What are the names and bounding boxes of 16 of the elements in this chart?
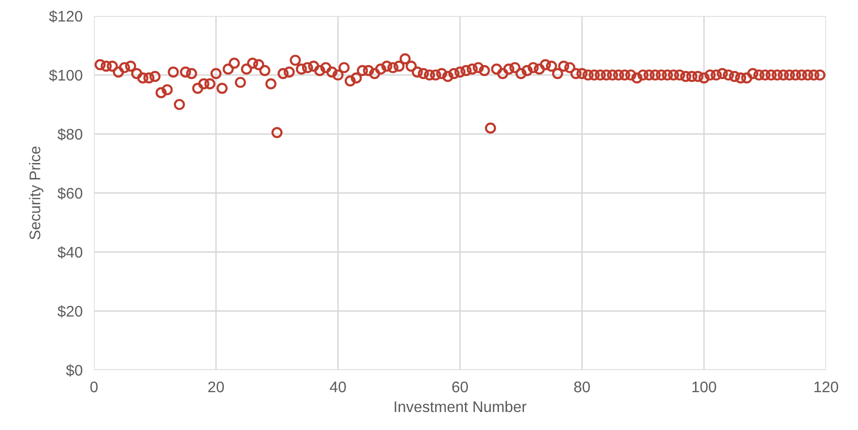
x-tick-label: 40 <box>330 382 346 392</box>
x-tick-label: 60 <box>452 382 468 392</box>
y-tick-label: $20 <box>58 305 82 318</box>
y-axis-title: Security Price <box>29 146 44 240</box>
x-tick-label: 0 <box>90 382 98 392</box>
x-tick-label: 120 <box>814 382 838 392</box>
x-tick-label: 20 <box>208 382 224 392</box>
x-axis-title: Investment Number <box>394 400 526 412</box>
y-tick-label: $40 <box>58 246 82 259</box>
x-tick-label: 100 <box>692 382 716 392</box>
x-tick-label: 80 <box>574 382 590 392</box>
y-tick-label: $60 <box>58 187 82 200</box>
y-tick-label: $100 <box>49 69 82 82</box>
y-tick-label: $0 <box>66 364 82 377</box>
y-tick-label: $120 <box>49 10 82 23</box>
y-tick-label: $80 <box>58 128 82 141</box>
